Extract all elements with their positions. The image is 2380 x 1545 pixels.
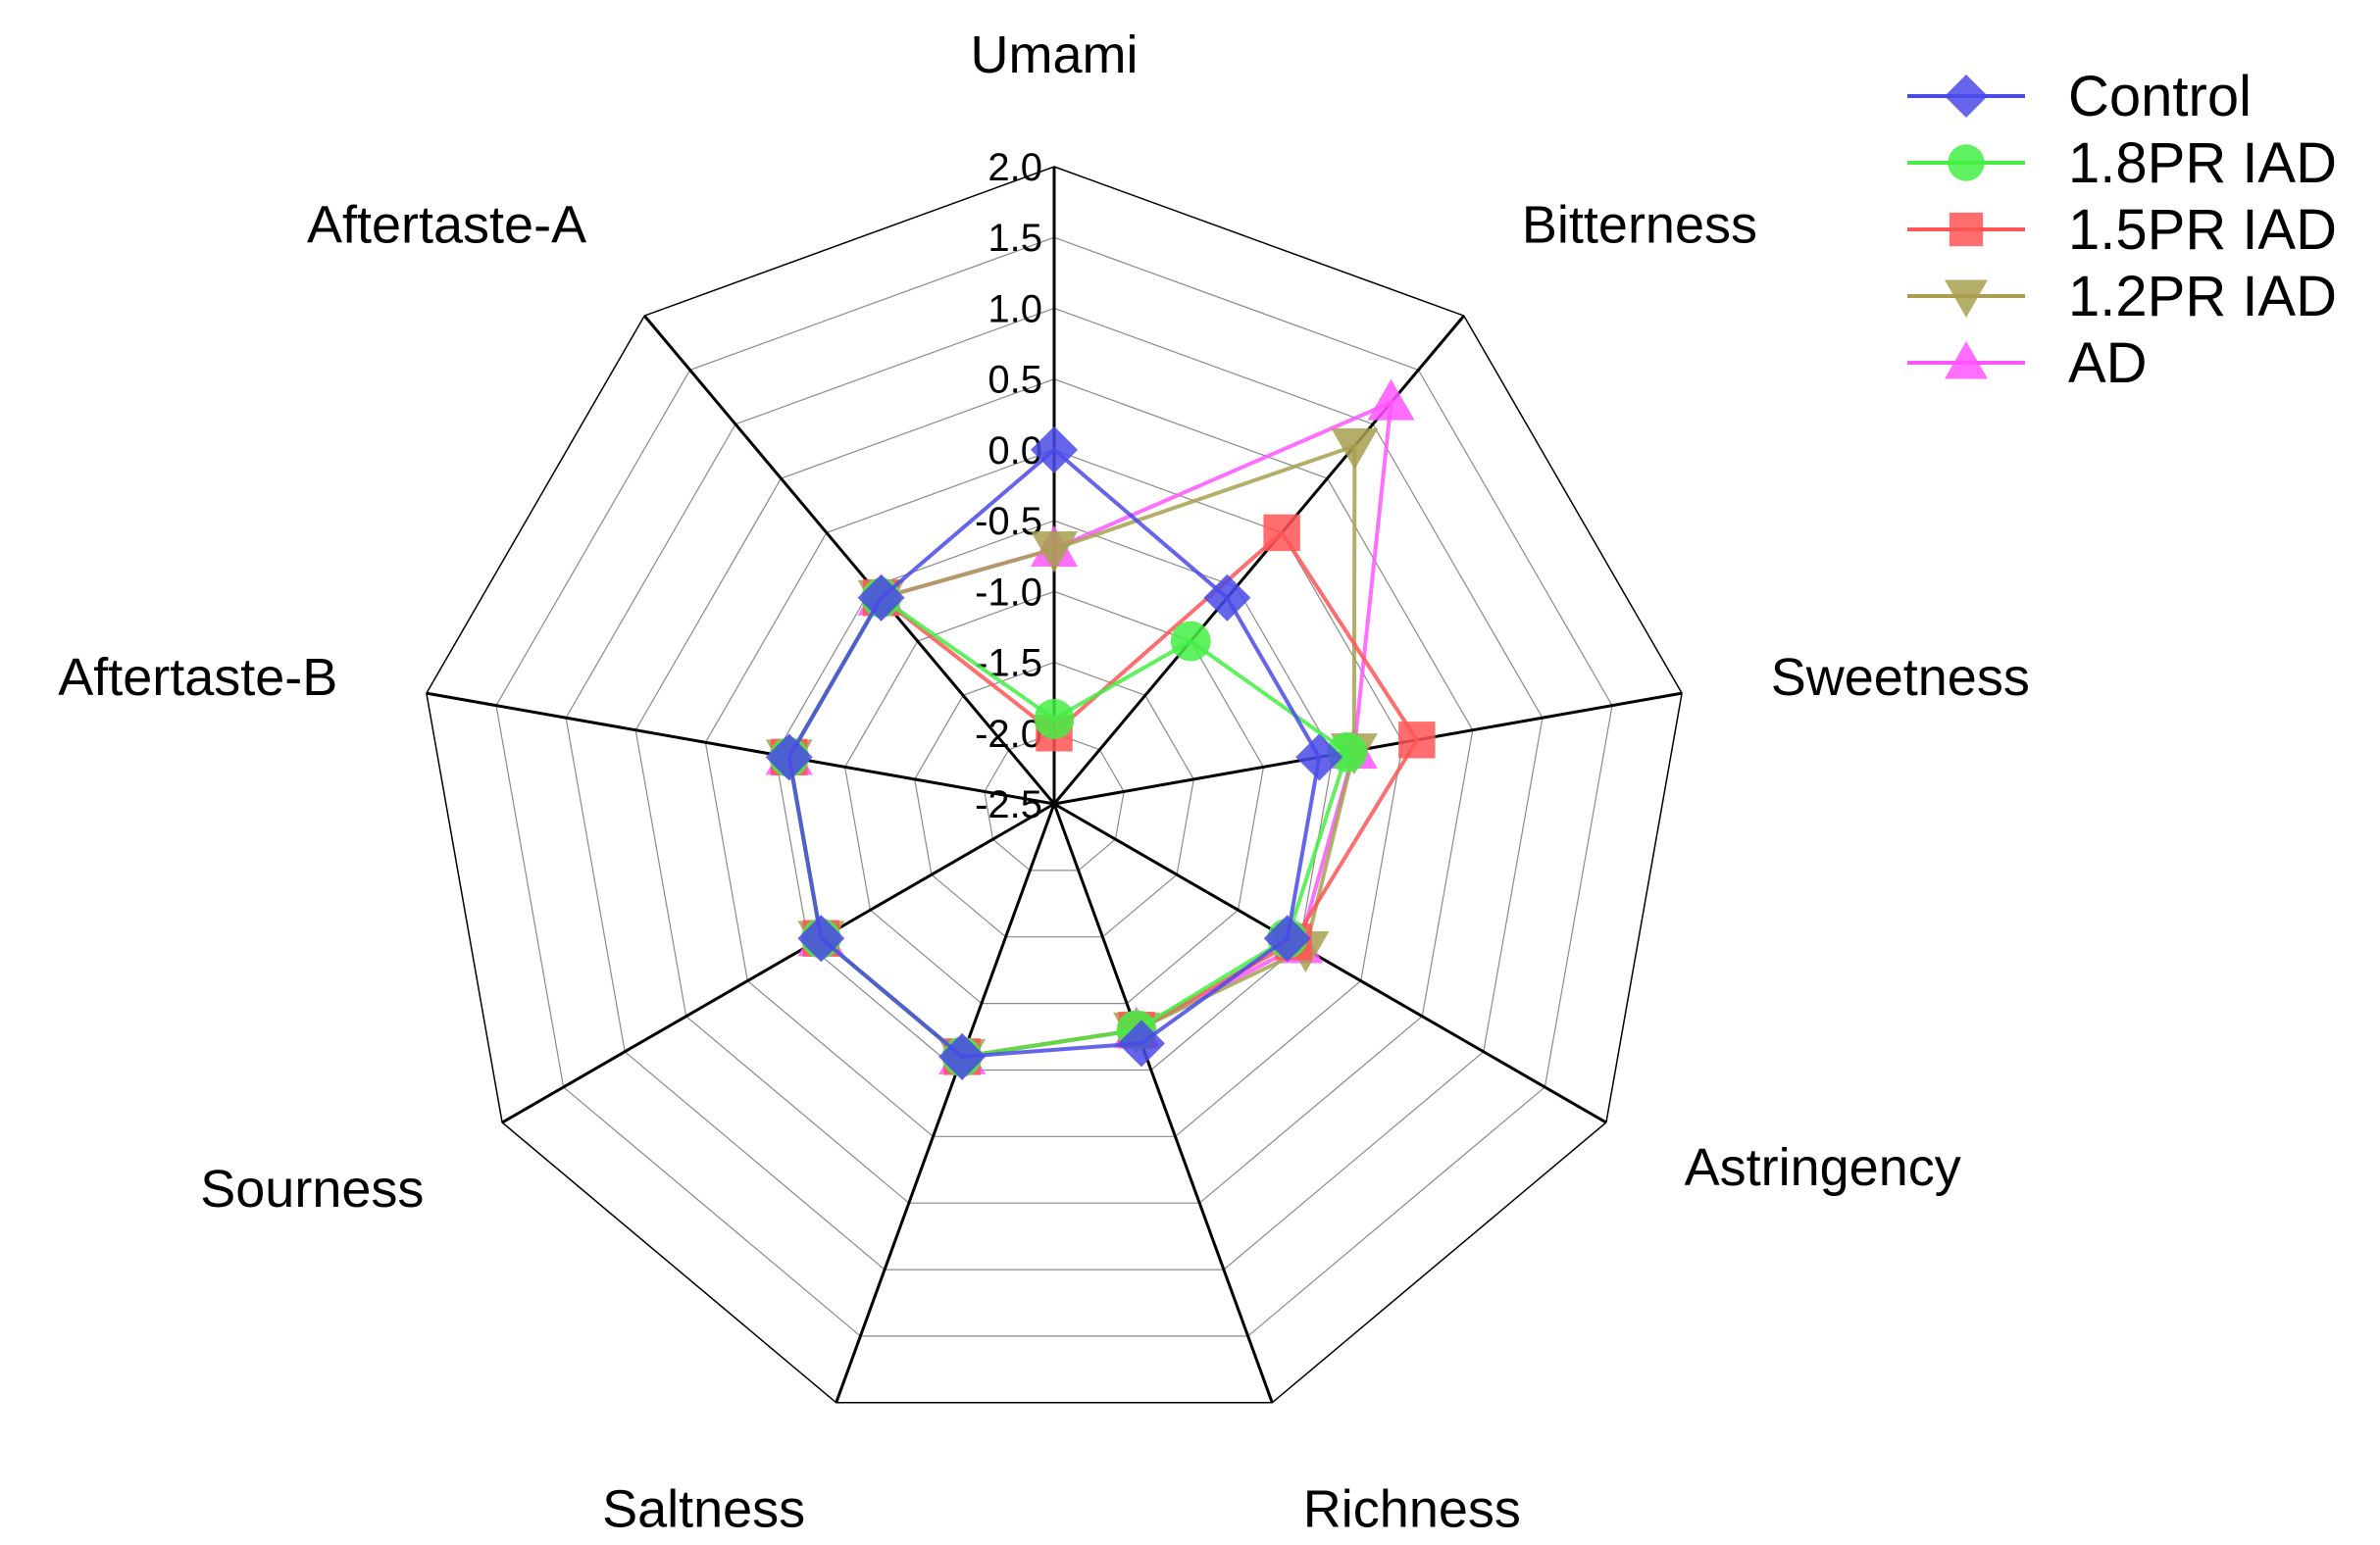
grid-ring <box>634 378 1474 1204</box>
legend-entry: 1.5PR IAD <box>1907 198 2337 262</box>
legend-label: AD <box>2068 331 2148 395</box>
axis-labels: Umami Bitterness Sweetness Astringency Richn… <box>58 25 2030 1538</box>
axis-label: Bitterness <box>1522 196 1757 255</box>
legend-entry: Control <box>1907 65 2252 128</box>
legend-marker <box>1945 75 1988 118</box>
legend-label: 1.5PR IAD <box>2068 198 2337 262</box>
data-point <box>765 733 813 781</box>
tick-label: 0.5 <box>987 359 1042 402</box>
data-point <box>1263 514 1300 552</box>
data-point <box>1263 915 1311 963</box>
legend-entry: AD <box>1907 331 2148 395</box>
legend-entry: 1.2PR IAD <box>1907 265 2337 328</box>
data-point <box>797 915 845 963</box>
data-point <box>1031 425 1078 473</box>
grid-ring <box>704 449 1404 1137</box>
grid-ring <box>495 236 1613 1337</box>
legend-entry: 1.8PR IAD <box>1907 131 2337 195</box>
axis-spoke <box>835 803 1056 1404</box>
series-line <box>786 447 1322 1059</box>
tick-label: -2.5 <box>975 783 1042 826</box>
data-point <box>1398 722 1436 759</box>
series-0 <box>765 425 1343 1080</box>
legend-marker <box>1945 279 1988 318</box>
legend-label: 1.8PR IAD <box>2068 131 2337 195</box>
data-point <box>1295 733 1343 781</box>
grid-ring <box>426 166 1683 1404</box>
axis-label: Sweetness <box>1771 648 2030 707</box>
legend-marker <box>1948 144 1985 181</box>
tick-label: 1.0 <box>987 287 1042 330</box>
data-point <box>938 1032 987 1080</box>
grid-ring <box>914 661 1194 938</box>
data-point <box>1331 427 1379 470</box>
axis-spoke <box>643 315 1056 805</box>
axis-spoke <box>1053 802 1607 1124</box>
axis-spoke <box>501 802 1055 1124</box>
axis-label: Saltness <box>602 1479 805 1538</box>
data-point <box>1170 621 1211 662</box>
legend-label: 1.2PR IAD <box>2068 265 2337 328</box>
radar-axes <box>426 167 1683 1404</box>
radar-grid <box>426 166 1683 1404</box>
grid-ring <box>843 590 1265 1005</box>
legend-marker <box>1945 341 1988 379</box>
axis-label: Aftertaste-A <box>307 196 586 255</box>
axis-spoke <box>426 691 1055 806</box>
tick-label: -1.0 <box>975 571 1042 614</box>
axis-label: Astringency <box>1685 1138 1961 1197</box>
axis-label: Richness <box>1303 1479 1521 1538</box>
tick-label: -2.0 <box>975 713 1042 756</box>
grid-ring <box>565 307 1544 1271</box>
grid-ring <box>774 520 1335 1072</box>
axis-label: Aftertaste-B <box>58 648 337 707</box>
series-1 <box>769 577 1368 1077</box>
axis-spoke <box>1052 803 1274 1404</box>
tick-label: 1.5 <box>987 217 1042 260</box>
series-line <box>786 594 1350 1060</box>
legend-marker <box>1949 212 1984 247</box>
axis-label: Sourness <box>200 1160 424 1219</box>
data-point <box>1203 573 1251 622</box>
grid-ring <box>984 732 1125 872</box>
tick-label: 2.0 <box>987 146 1042 189</box>
data-point <box>1034 698 1075 739</box>
data-point <box>1117 1020 1165 1068</box>
radial-tick-labels: 2.01.51.00.50.0-0.5-1.0-1.5-2.0-2.5 <box>975 146 1042 826</box>
data-point <box>1031 531 1078 573</box>
legend-label: Control <box>2068 65 2252 128</box>
data-point <box>1367 378 1415 421</box>
axis-label: Umami <box>971 25 1139 84</box>
series-layer <box>765 378 1436 1080</box>
data-point <box>857 573 905 622</box>
